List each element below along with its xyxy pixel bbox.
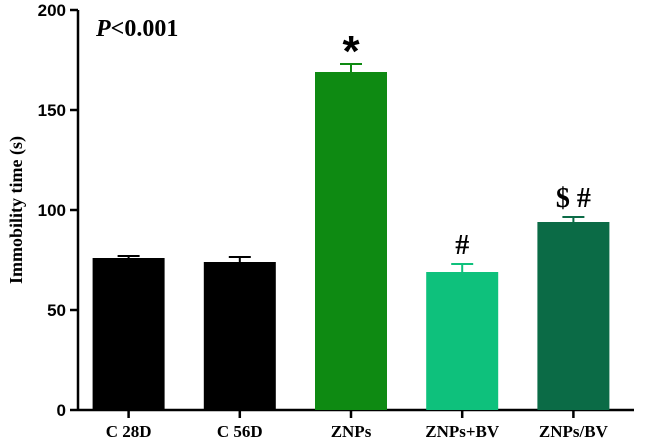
y-axis-title: Immobility time (s) [6,136,27,284]
y-tick-label: 0 [57,401,66,420]
bar [537,222,610,410]
bar [426,272,499,410]
bar [315,72,387,410]
bar [203,262,276,410]
x-tick-label: ZNPs [331,422,372,441]
significance-annotation: * [342,27,360,76]
x-tick-label: C 28D [106,422,152,441]
y-tick-label: 200 [38,1,66,20]
y-tick-label: 50 [47,301,66,320]
significance-annotation: $ # [556,183,591,214]
x-tick-label: C 56D [217,422,263,441]
significance-annotation: # [455,230,469,261]
y-tick-label: 150 [38,101,66,120]
x-tick-label: ZNPs+BV [425,422,500,441]
p-value-prefix: P [95,16,111,42]
bar [92,258,165,410]
y-tick-label: 100 [38,201,66,220]
p-value-annotation: P<0.001 [95,16,178,42]
bars [92,63,610,410]
p-value-rest: <0.001 [111,16,179,42]
labels: 0 50 100 150 200 C 28D C 56D ZNPs * ZNPs+BV # ZNPs/… [38,1,609,441]
x-tick-label: ZNPs/BV [539,422,609,441]
